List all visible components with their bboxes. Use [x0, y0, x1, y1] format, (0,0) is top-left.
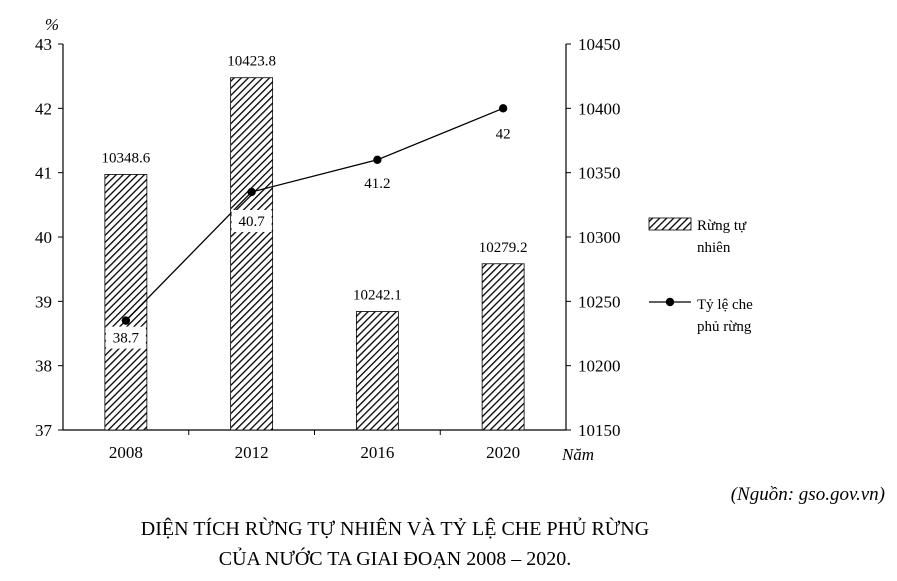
- line-value-label: 41.2: [364, 176, 390, 192]
- left-axis-tick-label: 37: [35, 421, 53, 440]
- y-left-axis-label: %: [45, 15, 59, 34]
- right-axis-tick-label: 10350: [578, 164, 621, 183]
- left-axis-tick-label: 42: [35, 99, 52, 118]
- legend-line-label-line-1: Tỷ lệ che: [697, 297, 753, 313]
- coverage-point-2012: [247, 187, 256, 197]
- left-axis-tick-label: 41: [35, 164, 52, 183]
- bar-2012: [230, 77, 274, 431]
- legend-bar-label-line-2: nhiên: [697, 240, 731, 256]
- chart: 37 38 39 40 41 42 43 10150 10200 10250 10300 10350 1…: [35, 15, 753, 464]
- legend-bar-label-line-1: Rừng tự: [697, 218, 747, 234]
- left-axis-tick-label: 38: [35, 357, 52, 376]
- chart-title-line-1: DIỆN TÍCH RỪNG TỰ NHIÊN VÀ TỶ LỆ CHE PHỦ…: [140, 518, 650, 540]
- legend-bar-swatch: [648, 217, 692, 231]
- bar-2016: [355, 311, 399, 431]
- right-axis-tick-label: 10200: [578, 357, 621, 376]
- coverage-point-2008: [121, 316, 131, 325]
- right-axis-tick-label: 10450: [578, 35, 621, 54]
- right-axis-tick-label: 10250: [578, 292, 621, 311]
- line-value-label: 38.7: [113, 331, 140, 347]
- line-value-label: 40.7: [239, 214, 266, 230]
- coverage-line: [125, 107, 504, 322]
- x-axis-tick-label: 2020: [486, 443, 520, 462]
- source-note: (Nguồn: gso.gov.vn): [730, 484, 885, 505]
- right-axis-tick-label: 10150: [578, 421, 621, 440]
- x-axis-tick-label: 2012: [235, 443, 269, 462]
- bar-value-label: 10242.1: [353, 287, 402, 303]
- x-axis-label: Năm: [561, 445, 594, 464]
- line-label-background: [105, 326, 146, 349]
- bar-value-label: 10423.8: [227, 54, 276, 70]
- chart-title-line-2: CỦA NƯỚC TA GIAI ĐOẠN 2008 – 2020.: [218, 548, 572, 570]
- legend-line-marker: [665, 297, 675, 307]
- x-axis-tick-label: 2008: [109, 443, 143, 462]
- left-axis-tick-label: 39: [35, 292, 52, 311]
- x-axis-tick-label: 2016: [360, 443, 394, 462]
- left-axis-tick-label: 40: [35, 228, 52, 247]
- bar-value-label: 10348.6: [102, 150, 151, 166]
- coverage-point-2020: [498, 104, 508, 113]
- legend-line-label-line-2: phủ rừng: [697, 319, 752, 335]
- coverage-point-2016: [373, 155, 382, 164]
- line-value-label: 42: [496, 126, 511, 142]
- right-axis-tick-label: 10400: [578, 99, 621, 118]
- left-axis-tick-label: 43: [35, 35, 52, 54]
- right-axis-tick-label: 10300: [578, 228, 621, 247]
- bar-2020: [481, 263, 525, 431]
- bar-2008: [104, 174, 148, 431]
- bar-value-label: 10279.2: [479, 240, 528, 256]
- line-label-background: [231, 209, 272, 232]
